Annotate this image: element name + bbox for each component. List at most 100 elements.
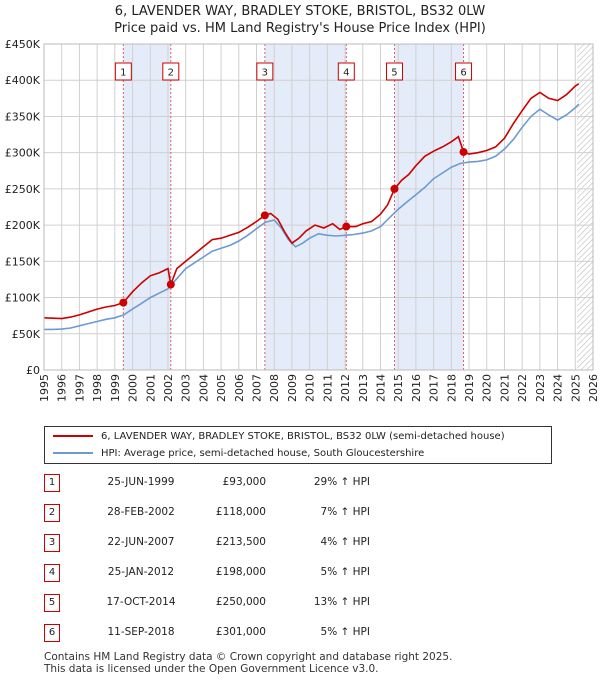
sale-number-label: 4 (343, 68, 349, 79)
x-tick-label: 1996 (56, 374, 69, 402)
x-tick-label: 2009 (286, 374, 299, 402)
sale-row: 1 25-JUN-1999 £93,000 29% ↑ HPI (0, 474, 600, 494)
y-tick-label: £300K (5, 147, 41, 160)
x-tick-label: 2011 (321, 374, 334, 402)
sale-date: 25-JAN-2012 (107, 566, 175, 578)
x-tick-label: 2007 (251, 374, 264, 402)
property-price-line (44, 83, 580, 320)
sale-row: 3 22-JUN-2007 £213,500 4% ↑ HPI (0, 534, 600, 554)
x-tick-label: 2000 (127, 374, 140, 402)
x-tick-label: 2010 (304, 374, 317, 402)
ownership-period-shade (123, 44, 171, 370)
y-tick-label: £350K (5, 110, 41, 123)
x-tick-label: 1997 (73, 374, 86, 402)
x-tick-label: 2008 (268, 374, 281, 402)
sale-row: 5 17-OCT-2014 £250,000 13% ↑ HPI (0, 594, 600, 614)
sale-number-label: 6 (460, 68, 466, 79)
sale-number-label: 3 (262, 68, 268, 79)
sale-price: £213,500 (215, 536, 266, 548)
sale-point (119, 298, 128, 307)
legend-label-property: 6, LAVENDER WAY, BRADLEY STOKE, BRISTOL,… (101, 431, 505, 442)
sale-number-box (114, 62, 132, 81)
sale-row: 2 28-FEB-2002 £118,000 7% ↑ HPI (0, 504, 600, 524)
x-tick-label: 1995 (38, 374, 51, 402)
sale-date: 28-FEB-2002 (107, 506, 175, 518)
footer-licence: This data is licensed under the Open Gov… (44, 663, 379, 675)
forecast-hatch (577, 44, 593, 370)
x-tick-label: 2003 (180, 374, 193, 402)
x-tick-label: 2025 (569, 374, 582, 402)
x-tick-label: 2005 (215, 374, 228, 402)
x-tick-label: 2002 (162, 374, 175, 402)
sale-hpi-change: 5% ↑ HPI (320, 626, 370, 638)
sale-point (166, 280, 175, 289)
x-tick-label: 2016 (410, 374, 423, 402)
x-tick-label: 2013 (357, 374, 370, 402)
x-tick-label: 2026 (587, 374, 600, 402)
y-tick-label: £250K (5, 183, 41, 196)
sale-number-box (455, 62, 473, 81)
legend-swatch-hpi (53, 452, 93, 454)
x-tick-label: 2021 (498, 374, 511, 402)
sale-price: £198,000 (215, 566, 266, 578)
y-tick-label: £50K (12, 328, 41, 341)
ownership-period-shade (394, 44, 464, 370)
sale-number-badge: 1 (44, 474, 60, 492)
x-tick-label: 2022 (516, 374, 529, 402)
sale-number-label: 5 (391, 68, 397, 79)
legend-item-property: 6, LAVENDER WAY, BRADLEY STOKE, BRISTOL,… (53, 429, 505, 445)
sale-number-box (256, 62, 274, 81)
sale-hpi-change: 5% ↑ HPI (320, 566, 370, 578)
x-tick-label: 1999 (109, 374, 122, 402)
sale-point (342, 222, 351, 231)
x-tick-label: 2024 (552, 374, 565, 402)
sale-number-label: 2 (168, 68, 174, 79)
sale-row: 4 25-JAN-2012 £198,000 5% ↑ HPI (0, 564, 600, 584)
x-tick-label: 2006 (233, 374, 246, 402)
price-chart: 1 2 3 4 5 6 £0 £50K £100K £150K £200K £250K £300K £35… (5, 38, 600, 402)
legend-swatch-property (53, 435, 93, 437)
x-tick-label: 2019 (463, 374, 476, 402)
sale-date: 25-JUN-1999 (107, 476, 175, 488)
x-tick-label: 2023 (534, 374, 547, 402)
sale-number-badge: 6 (44, 624, 60, 642)
sale-number-box (337, 62, 355, 81)
y-tick-label: £200K (5, 219, 41, 232)
x-tick-label: 2012 (339, 374, 352, 402)
hpi-line (44, 103, 580, 331)
sale-number-label: 1 (120, 68, 126, 79)
sale-date: 17-OCT-2014 (106, 596, 176, 608)
sale-hpi-change: 29% ↑ HPI (313, 476, 370, 488)
footer-copyright: Contains HM Land Registry data © Crown c… (44, 651, 453, 663)
sale-price: £93,000 (222, 476, 266, 488)
sale-date: 22-JUN-2007 (107, 536, 175, 548)
sale-price: £301,000 (215, 626, 266, 638)
sale-number-box (162, 62, 180, 81)
y-tick-label: £0 (26, 364, 40, 377)
sale-point (390, 184, 399, 193)
footer-notice: Contains HM Land Registry data © Crown c… (44, 651, 452, 675)
sale-point (260, 211, 269, 220)
legend-item-hpi: HPI: Average price, semi-detached house,… (53, 446, 424, 462)
sale-hpi-change: 13% ↑ HPI (313, 596, 370, 608)
x-tick-label: 2015 (392, 374, 405, 402)
sale-price: £250,000 (215, 596, 266, 608)
x-tick-label: 2017 (428, 374, 441, 402)
x-tick-label: 2018 (445, 374, 458, 402)
sale-number-badge: 2 (44, 504, 60, 522)
sale-point (459, 147, 468, 156)
chart-subtitle: Price paid vs. HM Land Registry's House … (114, 21, 486, 36)
sale-number-badge: 4 (44, 564, 60, 582)
y-tick-label: £450K (5, 38, 41, 51)
sale-row: 6 11-SEP-2018 £301,000 5% ↑ HPI (0, 624, 600, 644)
y-tick-label: £100K (5, 292, 41, 305)
plot-border (43, 43, 594, 371)
sale-date: 11-SEP-2018 (107, 626, 175, 638)
sale-number-badge: 3 (44, 534, 60, 552)
legend-label-hpi: HPI: Average price, semi-detached house,… (101, 448, 425, 459)
x-tick-label: 1998 (91, 374, 104, 402)
x-tick-label: 2020 (481, 374, 494, 402)
sale-number-box (385, 62, 403, 81)
x-tick-label: 2004 (197, 374, 210, 402)
y-tick-label: £400K (5, 74, 41, 87)
